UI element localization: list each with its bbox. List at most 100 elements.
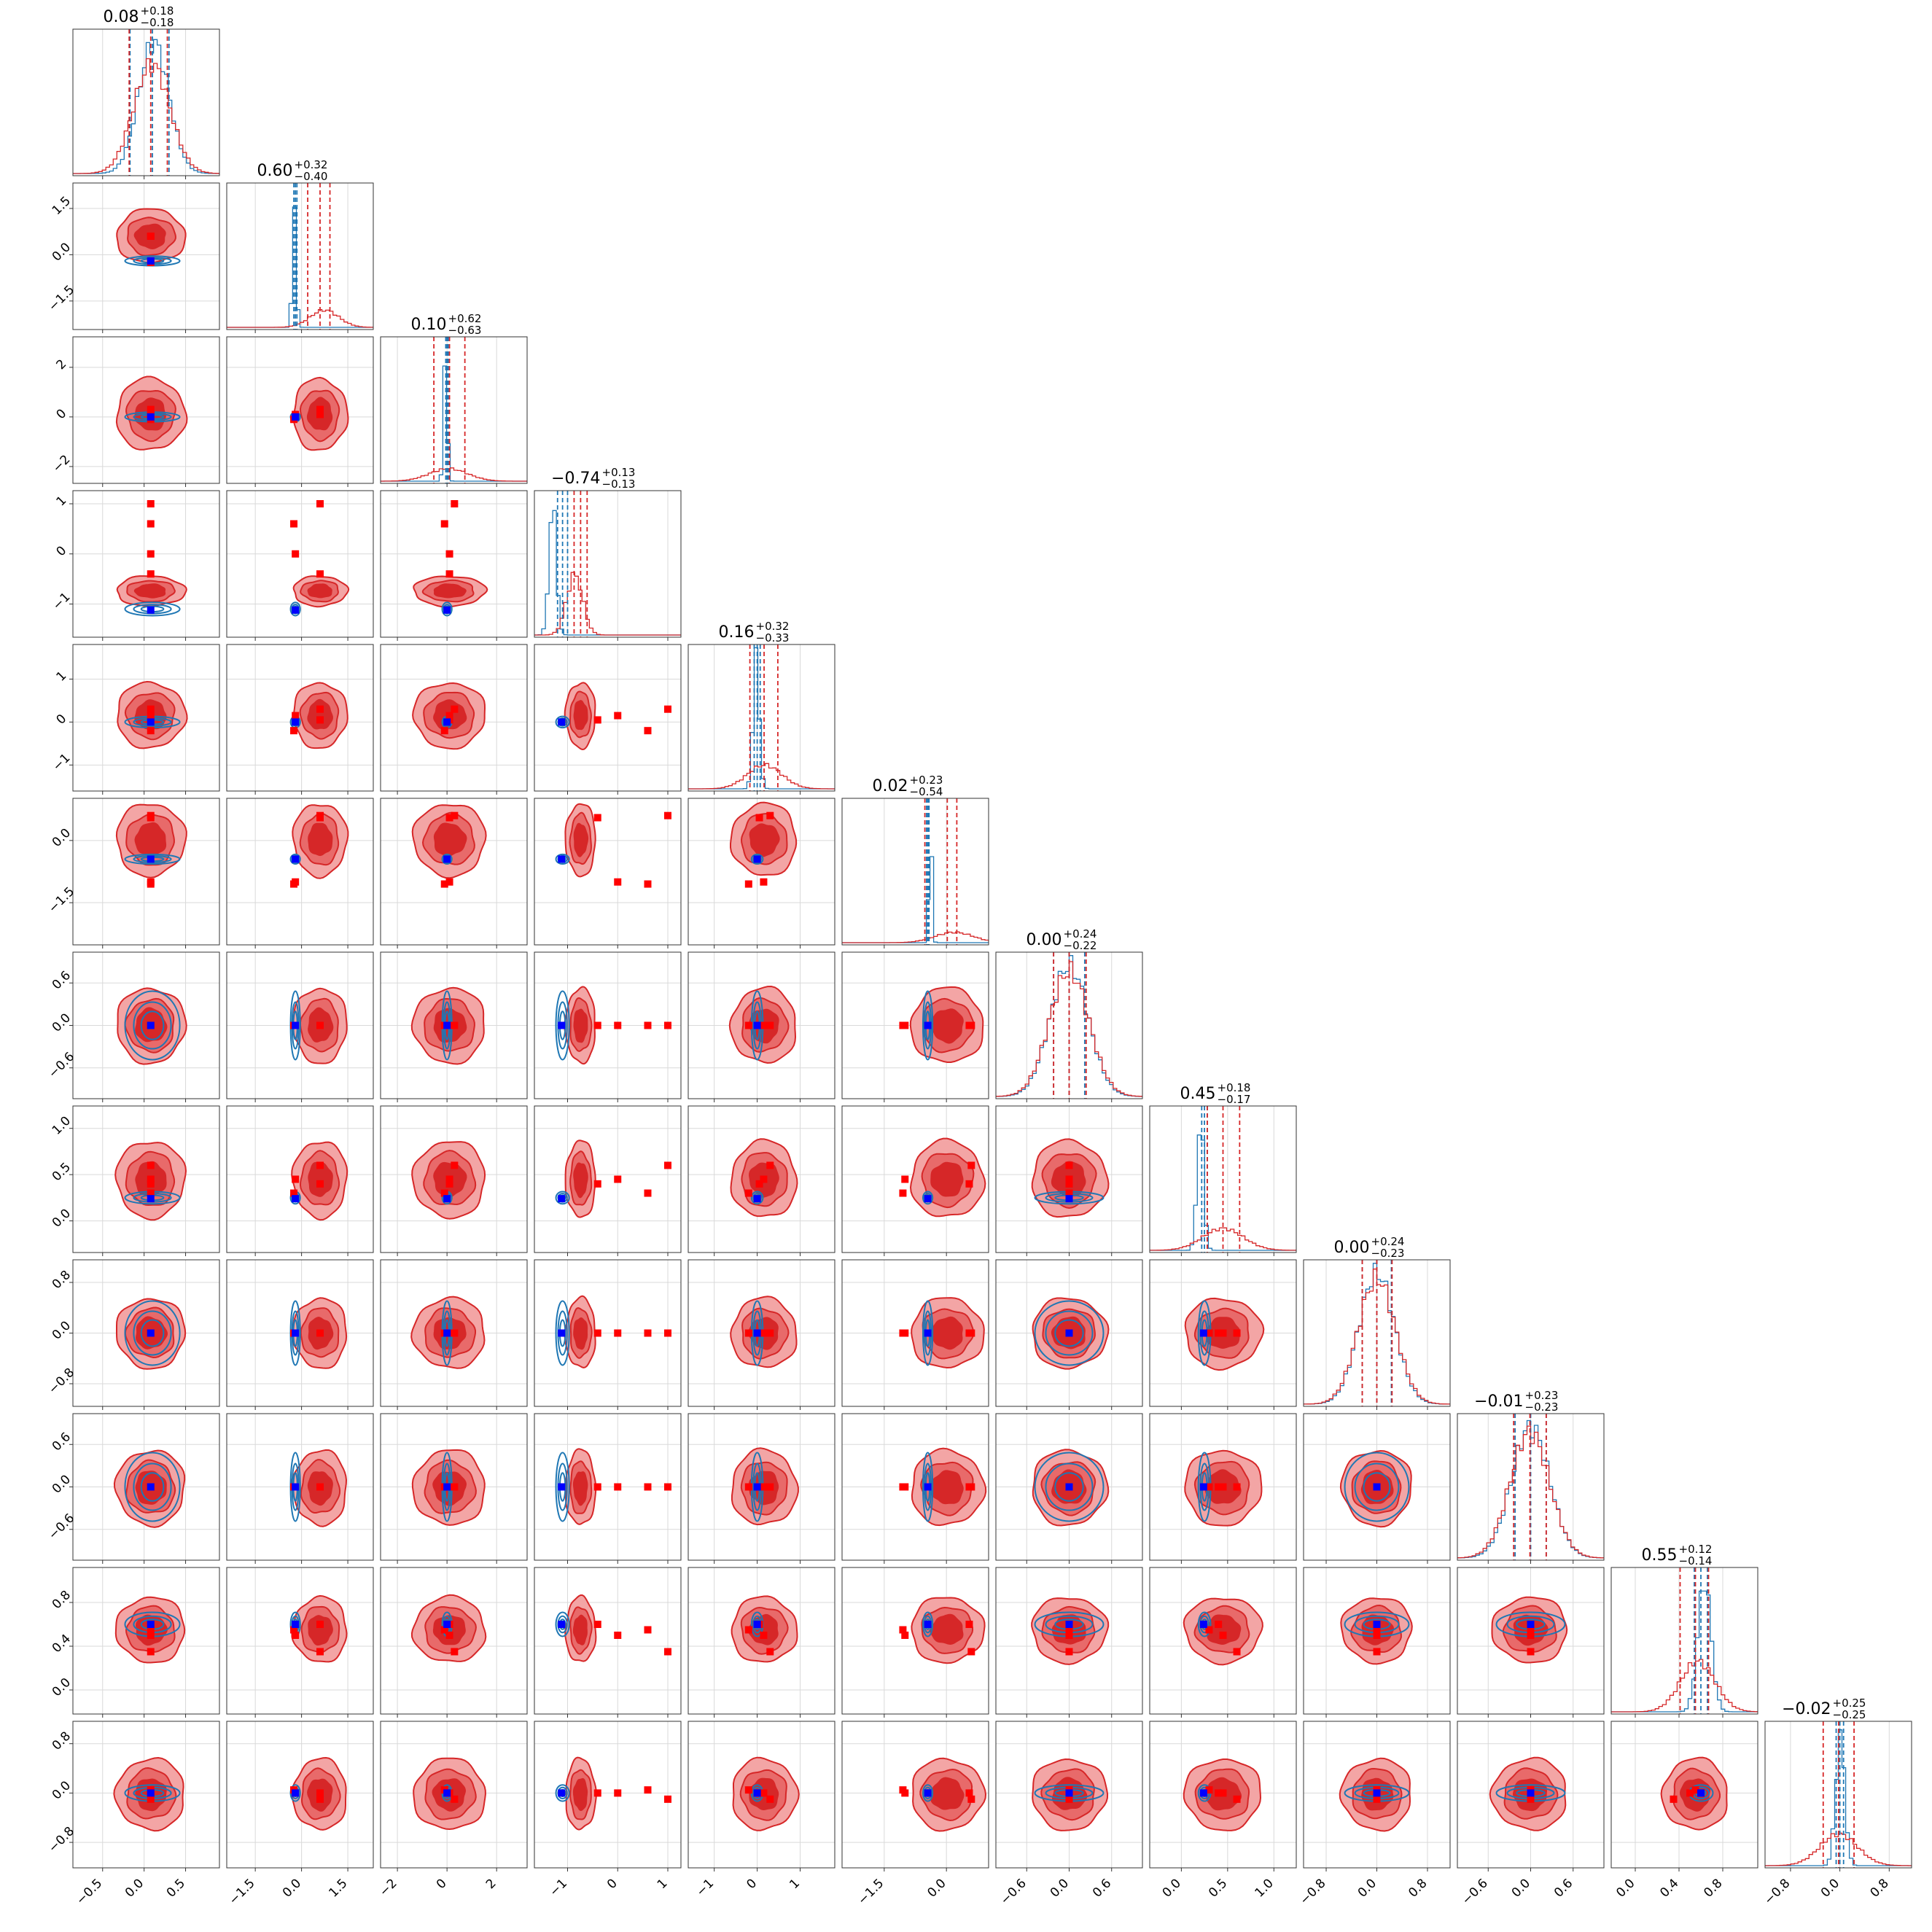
outlier-marker [147,1175,155,1183]
truth-marker [1199,1621,1207,1628]
reference-contour-3 [1054,1472,1084,1502]
outlier-marker [1691,1786,1699,1794]
reference-contour-2 [133,1462,172,1511]
outlier-marker [967,1795,975,1803]
reference-histogram [534,510,681,636]
panel-title-value: −0.01 [1474,1392,1523,1411]
panel-title-err-plus: +0.18 [1218,1081,1251,1094]
panel-frame [72,1721,220,1869]
outlier-marker [593,814,601,822]
panel-frame [72,798,220,946]
panel-frame [841,951,989,1099]
outlier-marker [1205,1626,1213,1634]
outlier-marker [445,1180,453,1188]
outlier-marker [766,1021,774,1029]
panel-frame [688,1721,835,1869]
panel-frame [688,1105,835,1253]
outlier-marker [147,233,155,240]
reference-contour-1 [922,1611,934,1637]
panel-title-err-minus: −0.33 [756,631,790,644]
outlier-marker [664,1161,671,1169]
outlier-marker [316,705,324,713]
reference-contour-1 [750,853,764,865]
panel-frame [380,644,528,792]
contour-panel-6-1: −1.50.0 [46,798,220,949]
outlier-marker [147,880,155,888]
outlier-marker [899,1786,907,1794]
posterior-histogram [1457,1425,1604,1559]
outlier-marker [1219,1632,1227,1639]
contour-panel-8-5 [688,1105,835,1256]
histogram-panel-4: −0.74 +0.13−0.13 [534,466,682,641]
x-tick-label: 1.5 [326,1876,350,1900]
outlier-marker [899,1329,907,1337]
outlier-marker [614,1175,622,1183]
panel-frame [380,1105,528,1253]
outlier-marker [1527,1648,1535,1656]
panel-title-err-minus: −0.17 [1218,1093,1251,1106]
reference-contour-1 [555,990,570,1061]
truth-marker [753,1789,761,1797]
panel-title-value: −0.02 [1782,1700,1831,1718]
outlier-marker [1527,1795,1535,1803]
posterior-histogram [842,931,989,943]
outlier-marker [899,1483,907,1491]
reference-contour-3 [140,1472,165,1502]
reference-histogram [1611,1590,1758,1713]
panel-title-err-minus: −0.13 [602,478,636,491]
contour-panel-12-5: −1 0 1 [688,1721,835,1899]
contour-panel-12-2: −1.5 0.0 1.5 [226,1721,374,1908]
truth-marker [443,1483,451,1491]
truth-marker [1199,1329,1207,1337]
x-tick-label: −1.5 [855,1876,887,1907]
truth-marker [147,606,155,614]
panel-title-value: 0.55 [1642,1546,1678,1565]
panel-frame [380,1567,528,1715]
panel-frame [380,336,528,484]
truth-marker [753,1483,761,1491]
outlier-marker [1065,1648,1073,1656]
contour-panel-11-6 [841,1567,989,1718]
panel-frame [534,644,682,792]
x-tick-label: 0 [604,1876,620,1892]
y-tick-label: 0.8 [50,1729,74,1753]
reference-contour-1 [922,990,934,1061]
outlier-marker [744,880,752,888]
outlier-marker [147,1626,155,1634]
outlier-marker [147,814,155,822]
panel-title-value: 0.08 [104,8,139,26]
histogram-panel-8: 0.45 +0.18−0.17 [1149,1081,1297,1256]
x-tick-label: 0.0 [122,1876,147,1900]
truth-marker [1527,1789,1535,1797]
contour-panel-12-11: 0.0 0.4 0.8 [1610,1721,1758,1901]
y-tick-label: 0.8 [50,1588,74,1612]
outlier-marker [1065,1180,1073,1188]
outlier-marker [1686,1789,1694,1797]
reference-contour-1 [441,853,453,865]
y-tick-label: 1.5 [50,194,74,218]
truth-marker [292,718,300,726]
panel-frame [72,1567,220,1715]
contour-panel-7-5 [688,951,835,1102]
contour-panel-10-3 [380,1413,528,1564]
panel-title-value: 0.16 [719,623,755,642]
outlier-marker [664,811,671,819]
outlier-marker [290,880,298,888]
contour-panel-7-3 [380,951,528,1102]
truth-marker [1527,1621,1535,1628]
outlier-marker [1219,1329,1227,1337]
outlier-marker [760,1175,768,1183]
x-tick-label: −0.8 [1297,1876,1328,1907]
panel-frame [226,1721,374,1869]
outlier-marker [967,1648,975,1656]
posterior-contour-inner [749,823,780,857]
panel-frame [72,1105,220,1253]
panel-frame [226,1259,374,1407]
y-tick-label: 0.0 [50,1206,74,1230]
panel-title-err-minus: −0.18 [141,16,174,29]
reference-contour-1 [441,601,453,617]
posterior-contour-inner [308,822,333,857]
panel-frame [226,182,374,330]
reference-contour-1 [750,1191,764,1205]
outlier-marker [1233,1329,1241,1337]
